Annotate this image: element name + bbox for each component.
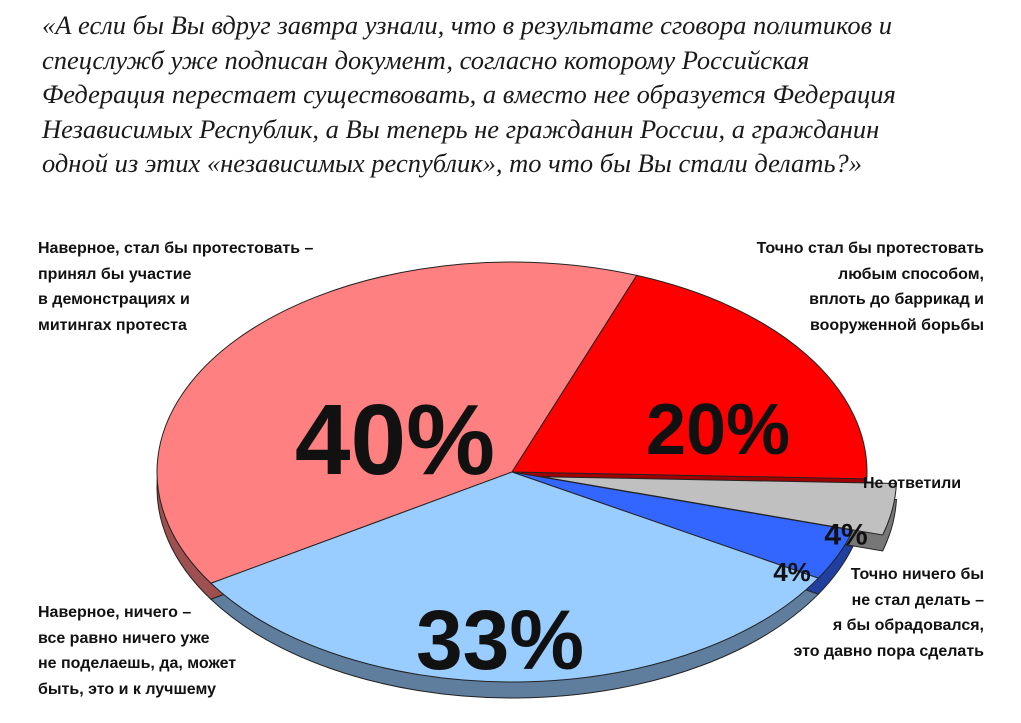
label-line: не стал делать – xyxy=(851,591,984,609)
pie-value-label: 4% xyxy=(824,519,867,552)
question-line: «А если бы Вы вдруг завтра узнали, что в… xyxy=(42,10,892,40)
pie-value-label: 20% xyxy=(646,390,790,470)
label-probably-nothing: Наверное, ничего – все равно ничего уже … xyxy=(38,600,236,702)
label-definitely-protest: Точно стал бы протестовать любым способо… xyxy=(757,236,984,338)
label-line: я бы обрадовался, xyxy=(832,617,984,634)
pie-value-label: 4% xyxy=(773,557,811,587)
label-line: Наверное, ничего – xyxy=(38,604,192,621)
label-line: не поделаешь, да, может xyxy=(38,655,237,672)
pie-slice xyxy=(511,274,868,480)
label-line: Точно стал бы протестовать xyxy=(756,240,984,257)
label-line: вплоть до баррикад и xyxy=(809,291,984,308)
label-line: быть, это и к лучшему xyxy=(38,680,216,698)
label-line: митингах протеста xyxy=(38,316,187,334)
label-line: Не ответили xyxy=(863,475,962,492)
label-line: в демонстрациях и xyxy=(38,291,190,308)
pie-slice xyxy=(541,476,897,536)
pie-value-label: 40% xyxy=(295,384,495,496)
label-line: Наверное, стал бы протестовать – xyxy=(38,240,314,257)
pie-value-label: 33% xyxy=(416,593,584,687)
label-line: вооруженной борьбы xyxy=(809,316,984,334)
question-line: одной из этих «независимых республик», т… xyxy=(42,148,862,178)
label-line: принял бы участие xyxy=(38,265,192,283)
question-line: Независимых Республик, а Вы теперь не гр… xyxy=(42,113,880,144)
question-line: спецслужб уже подписан документ, согласн… xyxy=(42,44,810,75)
label-no-answer: Не ответили xyxy=(863,471,961,497)
question-line: Федерация перестает существовать, а вмес… xyxy=(42,79,896,109)
survey-question: «А если бы Вы вдруг завтра узнали, что в… xyxy=(42,8,1002,181)
pie-slice xyxy=(156,261,638,584)
label-line: это давно пора сделать xyxy=(793,642,984,660)
label-probably-protest: Наверное, стал бы протестовать – принял … xyxy=(38,236,313,338)
label-line: Точно ничего бы xyxy=(850,566,984,583)
label-line: любым способом, xyxy=(838,265,984,283)
label-line: все равно ничего уже xyxy=(38,629,210,647)
label-definitely-nothing: Точно ничего бы не стал делать – я бы об… xyxy=(794,562,984,664)
pie-slice xyxy=(210,471,820,683)
